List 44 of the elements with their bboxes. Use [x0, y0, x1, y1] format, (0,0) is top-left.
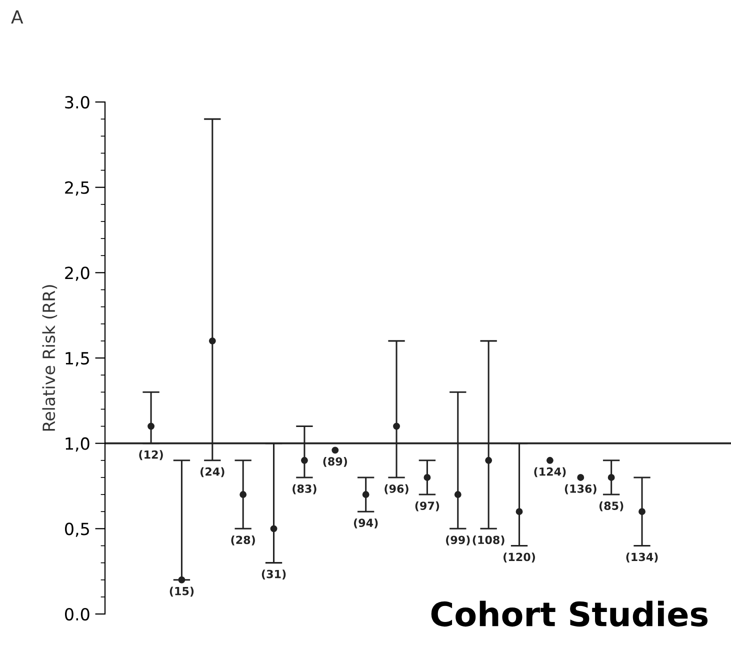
y-tick-label: 2,5 [65, 181, 89, 196]
point [393, 422, 400, 430]
point [485, 456, 492, 464]
text: A [11, 10, 24, 24]
point [178, 576, 186, 584]
x-tick-label: (120) [504, 552, 535, 562]
y-axis-title: Relative Risk (RR) [42, 285, 58, 431]
x-tick-label: (124) [534, 467, 566, 478]
x-tick-label: (24) [200, 467, 224, 478]
x-tick-label: (136) [564, 484, 596, 494]
point [332, 446, 339, 454]
point [270, 525, 278, 532]
x-tick-label: (94) [354, 518, 378, 528]
x-tick-label: (108) [472, 536, 504, 546]
y-tick-label: 0,5 [65, 522, 89, 537]
point [148, 422, 154, 430]
x-tick-label: (83) [292, 484, 316, 494]
x-tick-label: (31) [262, 570, 286, 580]
point [424, 474, 431, 481]
y-tick-label: 1,5 [66, 352, 89, 366]
point [608, 474, 615, 481]
point [454, 491, 462, 498]
x-tick-label: (12) [139, 450, 163, 460]
point [546, 456, 554, 464]
x-tick-label: (134) [626, 552, 658, 562]
y-tick-label: 0.0 [65, 608, 90, 621]
x-tick-label: (28) [231, 536, 255, 546]
x-tick-label: (96) [384, 484, 408, 494]
y-tick-label: 3.0 [65, 96, 90, 109]
x-tick-label: (15) [170, 586, 194, 597]
point [638, 508, 646, 516]
x-tick-label: (99) [446, 536, 470, 546]
x-tick-label: (85) [599, 501, 624, 512]
point [240, 491, 247, 498]
point [516, 508, 523, 516]
y-tick-label: 2,0 [65, 266, 90, 281]
x-tick-label: (89) [323, 457, 347, 467]
x-tick-label: (97) [415, 501, 440, 512]
y-tick-label: 1,0 [66, 437, 90, 452]
text: Cohort Studies [431, 600, 708, 627]
point [577, 474, 584, 481]
point [300, 456, 308, 464]
point [208, 337, 216, 344]
point [362, 491, 370, 498]
